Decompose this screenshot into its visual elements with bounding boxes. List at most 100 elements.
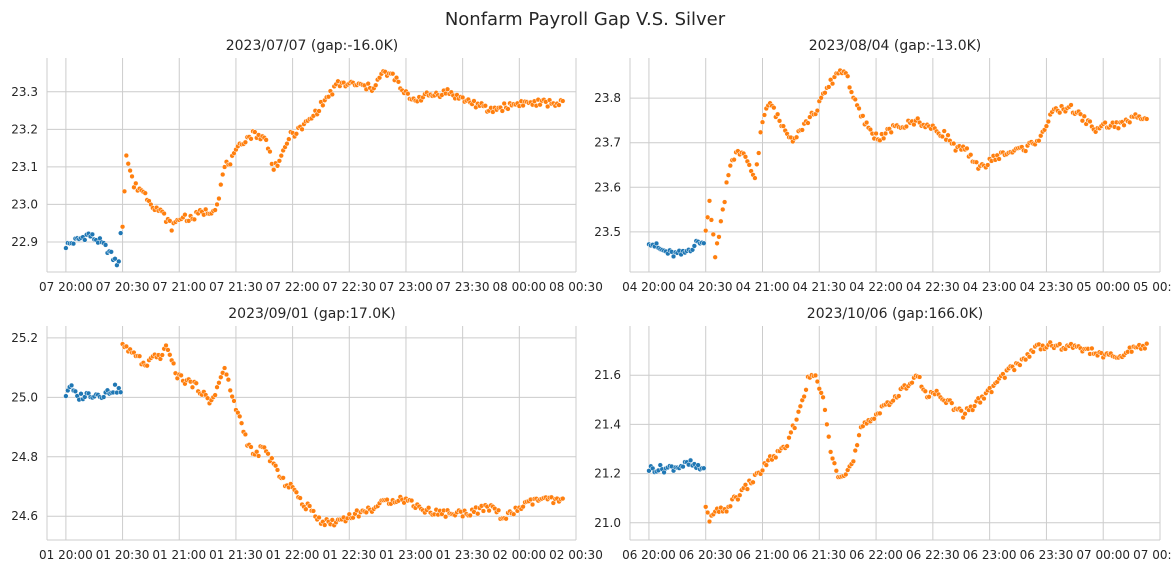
post-release-point: [405, 91, 411, 97]
x-tick-label: 02 00:30: [549, 548, 603, 562]
panel-title: 2023/10/06 (gap:166.0K): [807, 306, 983, 322]
post-release-point: [826, 84, 832, 90]
pre-release-point: [102, 242, 109, 248]
post-release-point: [167, 352, 173, 358]
post-release-point: [792, 425, 798, 431]
post-release-point: [271, 167, 277, 173]
post-release-point: [252, 129, 258, 135]
post-release-point: [826, 434, 832, 440]
post-release-point: [803, 387, 809, 393]
post-release-point: [716, 234, 722, 240]
post-release-point: [704, 214, 711, 220]
post-release-point: [909, 380, 915, 386]
post-release-point: [278, 153, 284, 159]
x-tick-label: 01 20:00: [39, 548, 93, 562]
y-tick-label: 23.7: [594, 136, 621, 150]
pre-release-point: [108, 249, 114, 255]
post-release-point: [759, 119, 766, 125]
post-release-point: [467, 512, 473, 519]
pre-release-point: [78, 391, 84, 397]
post-release-point: [793, 134, 800, 140]
x-tick-label: 06 21:30: [792, 548, 846, 562]
x-tick-label: 08 00:00: [492, 280, 546, 294]
post-release-point: [123, 343, 129, 350]
post-release-point: [265, 451, 271, 457]
y-tick-label: 25.0: [11, 390, 38, 404]
pre-release-point: [63, 245, 69, 251]
post-release-point: [877, 410, 883, 417]
post-release-point: [703, 227, 709, 234]
post-release-point: [856, 105, 862, 112]
post-release-point: [499, 108, 505, 114]
post-release-point: [1022, 148, 1029, 154]
post-release-point: [807, 114, 813, 120]
post-release-point: [873, 130, 879, 137]
x-tick-label: 01 23:30: [436, 548, 490, 562]
post-release-point: [1011, 367, 1017, 373]
x-tick-label: 07 22:30: [322, 280, 376, 294]
post-release-point: [480, 508, 487, 514]
x-tick-label: 05 00:30: [1133, 280, 1171, 294]
panel-title: 2023/07/07 (gap:-16.0K): [226, 38, 399, 54]
post-release-point: [182, 212, 188, 218]
pre-release-point: [112, 256, 118, 262]
post-release-point: [829, 81, 836, 87]
x-tick-label: 07 20:30: [96, 280, 150, 294]
x-tick-label: 06 20:30: [679, 548, 733, 562]
post-release-point: [560, 495, 566, 502]
y-tick-label: 24.6: [11, 509, 38, 523]
post-release-point: [425, 505, 432, 511]
post-release-point: [442, 514, 449, 520]
post-release-point: [746, 162, 752, 168]
post-release-point: [880, 135, 887, 142]
post-release-point: [723, 179, 730, 186]
y-tick-label: 21.6: [594, 368, 621, 382]
chart-panel-2: 2023/08/04 (gap:-13.0K) 04 20:00 04 20:30…: [594, 38, 1171, 294]
post-release-point: [322, 522, 328, 528]
post-release-point: [763, 462, 769, 468]
post-release-point: [833, 468, 839, 474]
post-release-point: [737, 492, 743, 498]
post-release-point: [191, 216, 198, 223]
post-release-point: [390, 71, 396, 77]
post-release-point: [1102, 119, 1108, 126]
pre-release-point: [118, 389, 124, 395]
post-release-point: [373, 82, 379, 88]
y-tick-label: 23.3: [11, 85, 38, 99]
pre-release-point: [680, 463, 686, 470]
post-release-point: [444, 86, 451, 92]
post-release-point: [242, 139, 249, 145]
post-release-point: [756, 150, 762, 156]
y-tick-label: 25.2: [11, 331, 38, 345]
post-release-point: [169, 227, 175, 234]
post-release-point: [1115, 125, 1122, 131]
post-release-point: [269, 455, 275, 461]
post-release-point: [882, 130, 889, 137]
post-release-point: [812, 372, 819, 379]
post-release-point: [482, 103, 488, 109]
pre-release-point: [116, 258, 122, 265]
y-tick-label: 23.2: [11, 122, 38, 136]
pre-release-point: [82, 237, 88, 243]
post-release-point: [505, 106, 511, 112]
post-release-point: [1057, 110, 1063, 116]
post-release-point: [1079, 118, 1086, 124]
post-release-point: [797, 403, 804, 409]
post-release-point: [742, 482, 749, 488]
post-release-point: [274, 163, 281, 169]
post-release-point: [759, 467, 766, 474]
post-release-point: [776, 118, 783, 124]
post-release-point: [486, 507, 492, 514]
post-release-point: [799, 127, 805, 133]
post-release-point: [962, 411, 968, 417]
post-release-point: [144, 363, 150, 369]
post-release-point: [365, 80, 371, 87]
post-release-point: [242, 431, 249, 438]
post-release-point: [286, 136, 292, 142]
y-tick-label: 23.5: [594, 225, 621, 239]
post-release-point: [274, 467, 281, 473]
post-release-point: [216, 195, 222, 202]
post-release-point: [125, 161, 131, 167]
pre-release-point: [89, 231, 95, 237]
